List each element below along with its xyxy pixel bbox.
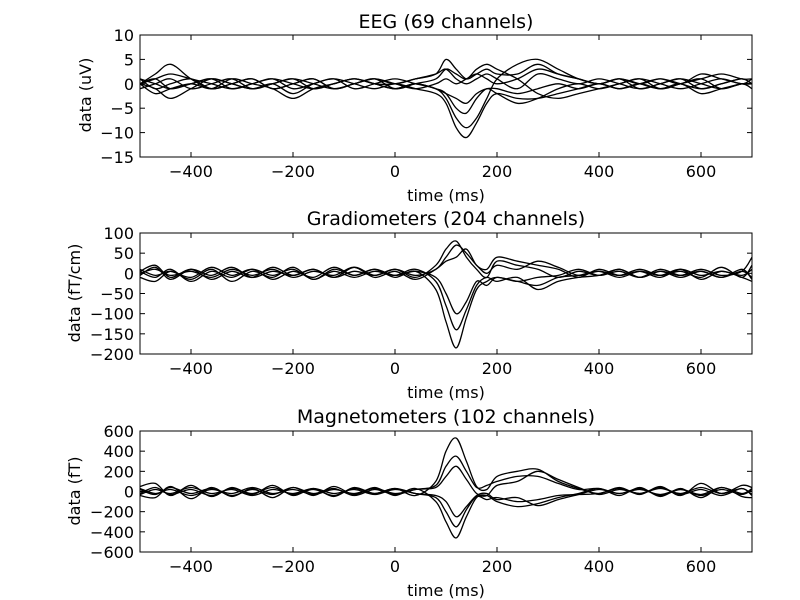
eeg-panel: EEG (69 channels) time (ms) data (uV) −4…	[76, 11, 753, 205]
magnetometers-series-line	[140, 465, 752, 497]
gradiometers-ylabel: data (fT/cm)	[65, 244, 84, 343]
magnetometers-series-line	[140, 485, 752, 539]
eeg-xlabel: time (ms)	[407, 186, 485, 205]
gradiometers-xtick-label: 0	[390, 359, 400, 378]
eeg-ytick-label: −10	[100, 124, 134, 143]
gradiometers-panel: Gradiometers (204 channels) time (ms) da…	[65, 208, 753, 402]
eeg-series-group	[140, 58, 752, 139]
eeg-ylabel: data (uV)	[76, 58, 95, 133]
eeg-ytick-label: 5	[124, 50, 134, 69]
gradiometers-series-group	[140, 240, 752, 349]
magnetometers-series-group	[140, 437, 752, 539]
eeg-title: EEG (69 channels)	[359, 11, 534, 33]
eeg-series-line	[140, 68, 752, 90]
eeg-xtick-label: 400	[584, 162, 615, 181]
gradiometers-xtick-label: 600	[686, 359, 717, 378]
gradiometers-series-line	[140, 240, 752, 281]
magnetometers-ytick-label: −200	[90, 503, 134, 522]
eeg-axes-frame	[139, 34, 753, 158]
magnetometers-xlabel: time (ms)	[407, 581, 485, 600]
magnetometers-ytick-label: 600	[103, 422, 134, 441]
gradiometers-xtick-label: 200	[482, 359, 513, 378]
gradiometers-xlabel: time (ms)	[407, 383, 485, 402]
eeg-series-line	[140, 63, 752, 100]
magnetometers-ytick-label: −400	[90, 523, 134, 542]
magnetometers-xtick-label: 200	[482, 557, 513, 576]
eeg-series-line	[140, 78, 752, 115]
eeg-xtick-label: 0	[390, 162, 400, 181]
gradiometers-series-line	[140, 248, 752, 281]
gradiometers-series-line	[140, 266, 752, 349]
eeg-ytick-label: 0	[124, 75, 134, 94]
gradiometers-ytick-label: −150	[90, 325, 134, 344]
eeg-xtick-label: −400	[169, 162, 213, 181]
magnetometers-ytick-label: −600	[90, 543, 134, 562]
magnetometers-title: Magnetometers (102 channels)	[297, 406, 595, 428]
eeg-xtick-label: 200	[482, 162, 513, 181]
gradiometers-xtick-label: −400	[169, 359, 213, 378]
eeg-series-line	[140, 68, 752, 90]
gradiometers-ytick-label: 0	[124, 264, 134, 283]
magnetometers-ytick-label: 400	[103, 442, 134, 461]
magnetometers-xtick-label: −200	[271, 557, 315, 576]
magnetometers-axes-frame	[139, 430, 753, 553]
gradiometers-ytick-label: −50	[100, 285, 134, 304]
gradiometers-ytick-label: 50	[114, 244, 134, 263]
gradiometers-title: Gradiometers (204 channels)	[307, 208, 585, 230]
gradiometers-series-line	[140, 244, 752, 281]
magnetometers-ytick-label: 0	[124, 483, 134, 502]
magnetometers-panel: Magnetometers (102 channels) time (ms) d…	[65, 406, 753, 600]
eeg-xtick-label: −200	[271, 162, 315, 181]
eeg-ytick-label: −15	[100, 148, 134, 167]
gradiometers-series-line	[140, 266, 752, 315]
gradiometers-ytick-label: 100	[103, 224, 134, 243]
magnetometers-xtick-label: 600	[686, 557, 717, 576]
eeg-series-line	[140, 78, 752, 139]
magnetometers-series-line	[140, 486, 752, 518]
magnetometers-xtick-label: 0	[390, 557, 400, 576]
magnetometers-xtick-label: 400	[584, 557, 615, 576]
gradiometers-ytick-label: −100	[90, 305, 134, 324]
gradiometers-ytick-label: −200	[90, 345, 134, 364]
magnetometers-xtick-label: −400	[169, 557, 213, 576]
eeg-series-line	[140, 78, 752, 105]
magnetometers-ylabel: data (fT)	[65, 456, 84, 525]
gradiometers-xtick-label: 400	[584, 359, 615, 378]
eeg-ytick-label: −5	[110, 99, 134, 118]
magnetometers-ytick-label: 200	[103, 462, 134, 481]
eeg-xtick-label: 600	[686, 162, 717, 181]
gradiometers-xtick-label: −200	[271, 359, 315, 378]
eeg-ytick-label: 10	[114, 26, 134, 45]
